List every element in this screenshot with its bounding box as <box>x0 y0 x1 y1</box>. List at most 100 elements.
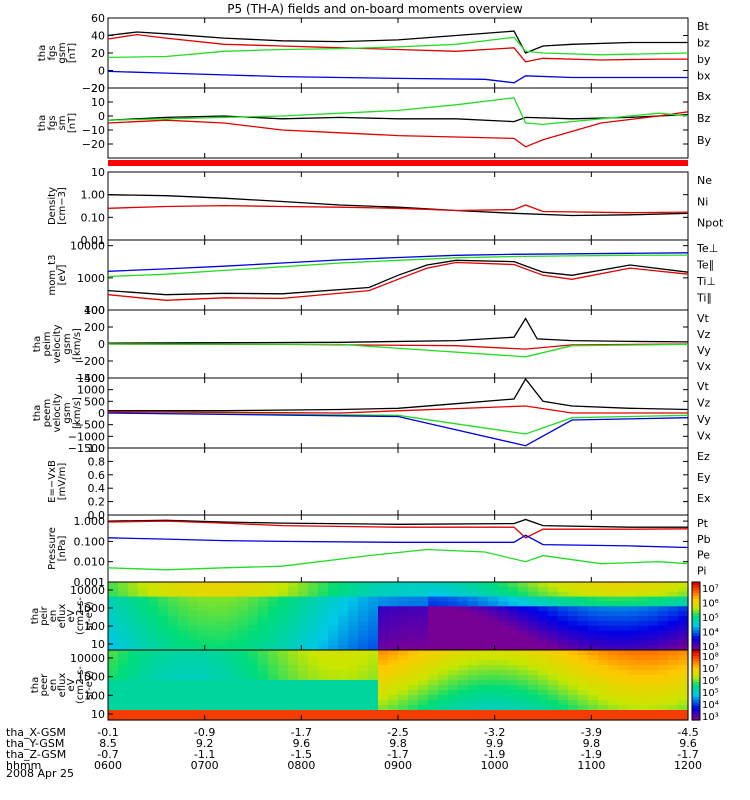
spectrogram-cell <box>198 695 209 701</box>
colorbar-cell <box>692 714 700 718</box>
spectrogram-cell <box>408 695 419 701</box>
y-tick-label: 200 <box>84 321 105 334</box>
colorbar-cell <box>692 667 700 671</box>
spectrogram-cell <box>188 606 199 612</box>
colorbar-cell <box>692 676 700 680</box>
spectrogram-cell <box>608 675 619 681</box>
spectrogram-cell <box>238 596 249 603</box>
spectrogram-cell <box>618 616 629 622</box>
spectrogram-cell <box>158 660 169 666</box>
spectrogram-cell <box>298 616 309 622</box>
spectrogram-cell <box>418 675 429 681</box>
spectrogram-cell <box>268 635 279 641</box>
spectrogram-cell <box>298 680 309 686</box>
spectrogram-cell <box>608 630 619 637</box>
spectrogram-cell <box>238 635 249 641</box>
spectrogram-cell <box>128 635 139 641</box>
spectrogram-cell <box>338 601 349 607</box>
spectrogram-cell <box>228 591 239 598</box>
spectrogram-cell <box>208 700 219 706</box>
spectrogram-cell <box>248 625 259 632</box>
spectrogram-cell <box>498 695 509 701</box>
spectrogram-cell <box>148 680 159 686</box>
spectrogram-cell <box>478 601 489 607</box>
colorbar-frame <box>691 649 701 721</box>
spectrogram-cell <box>208 645 219 651</box>
spectrogram-cell <box>558 645 569 651</box>
spectrogram-cell <box>378 710 389 716</box>
spectrogram-cell <box>128 655 139 661</box>
spectrogram-cell <box>158 705 169 711</box>
spectrogram-cell <box>328 601 339 607</box>
spectrogram-cell <box>478 591 489 598</box>
spectrogram-cell <box>558 685 569 691</box>
spectrogram-cell <box>308 586 319 593</box>
y-tick-label: 1.000 <box>74 515 106 528</box>
spectrogram-cell <box>198 700 209 706</box>
spectrogram-cell <box>118 685 129 691</box>
legend-Npot: Npot <box>697 217 724 230</box>
spectrogram-cell <box>548 655 559 661</box>
spectrogram-cell <box>118 655 129 661</box>
spectrogram-cell <box>488 630 499 637</box>
spectrogram-cell <box>638 695 649 701</box>
spectrogram-cell <box>268 601 279 607</box>
spectrogram-cell <box>548 616 559 622</box>
spectrogram-cell <box>478 680 489 686</box>
spectrogram-cell <box>248 650 259 656</box>
spectrogram-cell <box>148 586 159 593</box>
spectrogram-cell <box>668 700 679 706</box>
spectrogram-cell <box>348 660 359 666</box>
spectrogram-cell <box>448 705 459 711</box>
spectrogram-cell <box>298 606 309 612</box>
spectrogram-cell <box>148 675 159 681</box>
spectrogram-cell <box>358 635 369 641</box>
spectrogram-cell <box>498 596 509 603</box>
spectrogram-cell <box>648 645 659 651</box>
spectrogram-cell <box>518 630 529 637</box>
spectrogram-cell <box>348 625 359 632</box>
spectrogram-cell <box>238 660 249 666</box>
spectrogram-cell <box>568 596 579 603</box>
spectrogram-cell <box>318 705 329 711</box>
spectrogram-cell <box>208 660 219 666</box>
spectrogram-cell <box>248 645 259 651</box>
spectrogram-cell <box>648 660 659 666</box>
spectrogram-cell <box>498 645 509 651</box>
legend-Bz: Bz <box>697 112 711 125</box>
spectrogram-cell <box>658 705 669 711</box>
spectrogram-cell <box>378 650 389 656</box>
legend-By: By <box>697 134 712 147</box>
spectrogram-cell <box>648 675 659 681</box>
spectrogram-cell <box>588 715 599 721</box>
spectrogram-cell <box>418 635 429 641</box>
spectrogram-cell <box>268 611 279 617</box>
spectrogram-cell <box>188 665 199 671</box>
spectrogram-cell <box>638 665 649 671</box>
spectrogram-cell <box>118 650 129 656</box>
spectrogram-cell <box>388 611 399 617</box>
spectrogram-cell <box>318 675 329 681</box>
spectrogram-cell <box>628 635 639 641</box>
spectrogram-cell <box>658 680 669 686</box>
spectrogram-cell <box>218 675 229 681</box>
spectrogram-cell <box>508 680 519 686</box>
spectrogram-cell <box>488 582 499 588</box>
spectrogram-cell <box>328 620 339 627</box>
y-axis-label: velocity <box>52 393 63 432</box>
spectrogram-cell <box>408 670 419 676</box>
y-tick-label: 100 <box>84 304 105 317</box>
spectrogram-cell <box>178 635 189 641</box>
spectrogram-cell <box>398 611 409 617</box>
spectrogram-cell <box>398 690 409 696</box>
spectrogram-cell <box>368 582 379 588</box>
spectrogram-cell <box>298 596 309 603</box>
spectrogram-cell <box>208 582 219 588</box>
ephemeris-label: tha_X-GSM <box>6 726 66 739</box>
spectrogram-cell <box>418 665 429 671</box>
legend-Vy: Vy <box>697 413 711 426</box>
spectrogram-cell <box>118 675 129 681</box>
spectrogram-cell <box>628 710 639 716</box>
spectrogram-cell <box>648 616 659 622</box>
spectrogram-cell <box>388 660 399 666</box>
